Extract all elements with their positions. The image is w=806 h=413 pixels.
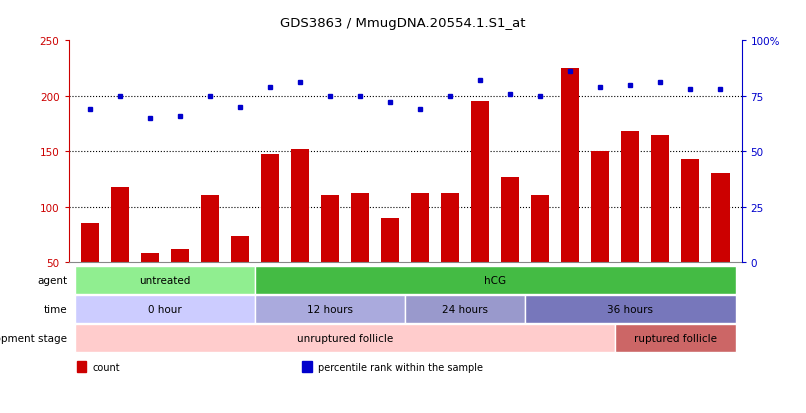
- FancyBboxPatch shape: [74, 266, 255, 294]
- FancyBboxPatch shape: [255, 295, 405, 323]
- Bar: [472, 102, 489, 262]
- Bar: [712, 174, 729, 262]
- Bar: [441, 194, 459, 262]
- Bar: [531, 196, 549, 262]
- Text: 12 hours: 12 hours: [307, 304, 353, 314]
- Bar: [681, 159, 700, 262]
- Bar: [110, 187, 129, 262]
- Text: hCG: hCG: [484, 275, 506, 285]
- Bar: [621, 132, 639, 262]
- Text: time: time: [44, 304, 67, 314]
- Bar: [592, 152, 609, 262]
- Text: percentile rank within the sample: percentile rank within the sample: [318, 362, 484, 372]
- FancyBboxPatch shape: [74, 295, 255, 323]
- Text: count: count: [93, 362, 120, 372]
- Text: GDS3863 / MmugDNA.20554.1.S1_at: GDS3863 / MmugDNA.20554.1.S1_at: [280, 17, 526, 29]
- Text: unruptured follicle: unruptured follicle: [297, 333, 393, 343]
- FancyBboxPatch shape: [615, 324, 736, 352]
- Bar: [201, 196, 218, 262]
- Text: ruptured follicle: ruptured follicle: [634, 333, 717, 343]
- Bar: [81, 223, 98, 262]
- Bar: [291, 150, 309, 262]
- Text: untreated: untreated: [139, 275, 190, 285]
- Bar: [651, 135, 670, 262]
- Bar: [321, 196, 339, 262]
- Bar: [351, 194, 369, 262]
- Bar: [501, 177, 519, 262]
- FancyBboxPatch shape: [255, 266, 736, 294]
- FancyBboxPatch shape: [526, 295, 736, 323]
- Bar: [261, 155, 279, 262]
- Bar: [561, 69, 580, 262]
- Bar: [171, 249, 189, 262]
- Bar: [231, 237, 249, 262]
- FancyBboxPatch shape: [405, 295, 526, 323]
- Text: 36 hours: 36 hours: [608, 304, 654, 314]
- FancyBboxPatch shape: [74, 324, 615, 352]
- Text: development stage: development stage: [0, 333, 67, 343]
- Bar: [381, 218, 399, 262]
- Text: 24 hours: 24 hours: [442, 304, 488, 314]
- Text: agent: agent: [37, 275, 67, 285]
- Text: 0 hour: 0 hour: [147, 304, 181, 314]
- Bar: [411, 194, 429, 262]
- Bar: [140, 254, 159, 262]
